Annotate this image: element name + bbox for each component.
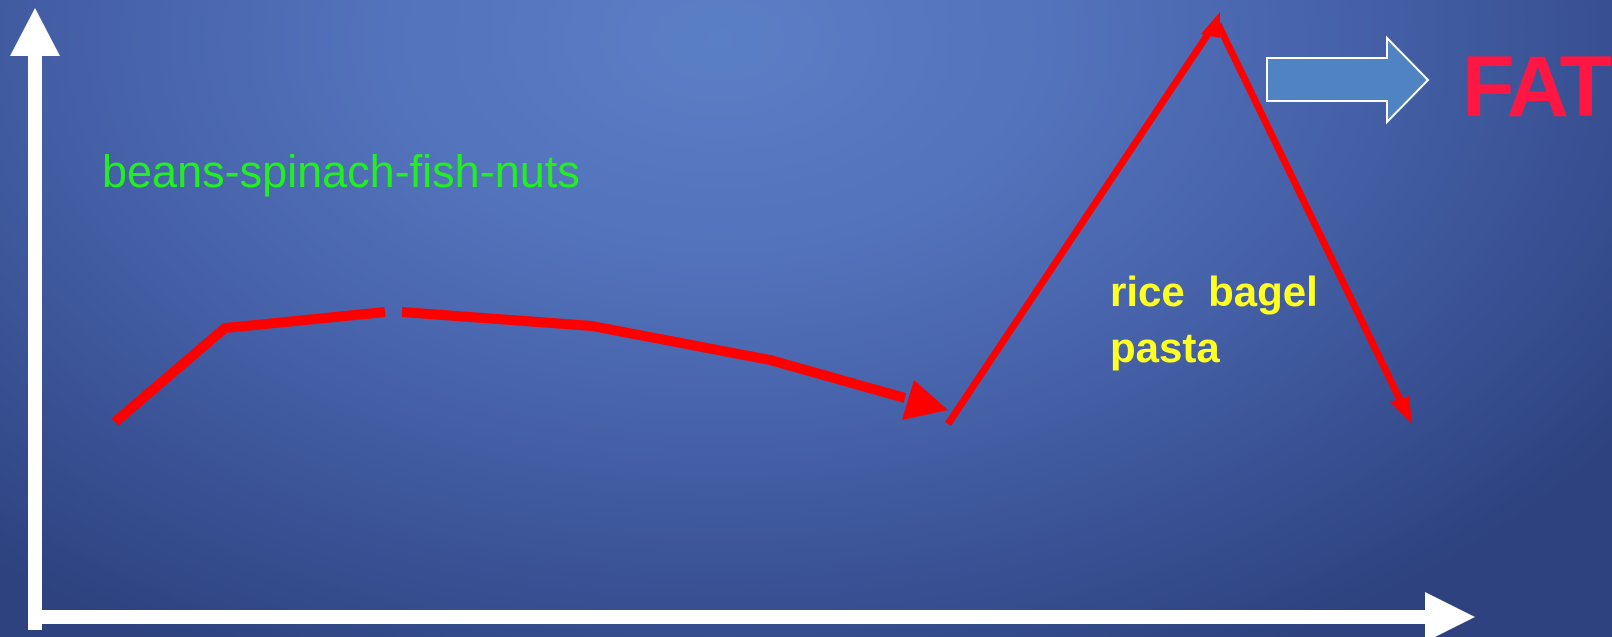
fat-label: FAT	[1462, 39, 1612, 135]
y-axis-arrowhead-icon	[10, 8, 60, 56]
foods-label: beans-spinach-fish-nuts	[102, 146, 580, 197]
carbs-label: rice bagel pasta	[1110, 268, 1318, 371]
spike-down-arrowhead-icon	[1390, 396, 1412, 424]
curve-rise-segment	[111, 307, 386, 426]
spike-up-line	[945, 26, 1215, 426]
curve-decline-segment	[401, 307, 907, 403]
spike-down-line	[1214, 22, 1406, 406]
curve-decline-arrowhead-icon	[902, 380, 948, 420]
spike-up-arrowhead-icon	[1201, 12, 1220, 38]
x-axis-arrowhead-icon	[1425, 592, 1475, 637]
block-arrow-right-icon	[1266, 35, 1430, 125]
